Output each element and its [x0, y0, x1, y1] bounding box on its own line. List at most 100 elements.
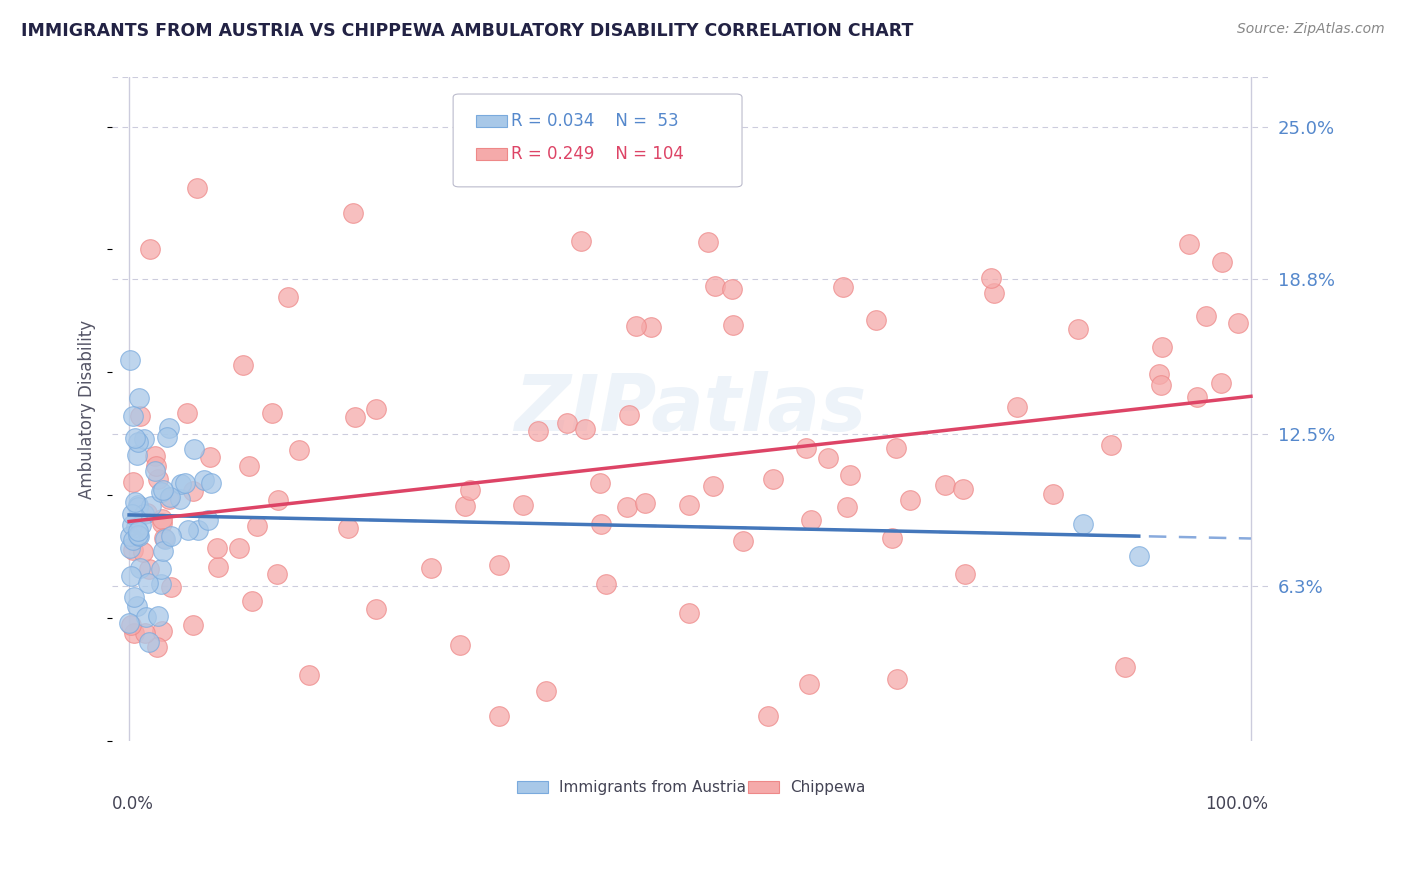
Point [127, 524, 149, 538]
Point [205, 541, 228, 555]
Point [882, 531, 904, 545]
Point [342, 205, 364, 219]
Point [835, 500, 858, 514]
Point [160, 580, 183, 594]
Point [146, 608, 169, 623]
Point [145, 459, 167, 474]
Point [197, 513, 219, 527]
Point [124, 519, 146, 533]
Point [131, 545, 153, 559]
Point [287, 443, 309, 458]
Point [121, 533, 143, 548]
Point [817, 450, 839, 465]
Point [934, 478, 956, 492]
Point [343, 409, 366, 424]
Point [122, 409, 145, 424]
Point [183, 442, 205, 457]
Text: Source: ZipAtlas.com: Source: ZipAtlas.com [1237, 22, 1385, 37]
Point [366, 601, 388, 615]
Point [120, 541, 142, 555]
Point [1178, 237, 1201, 252]
Point [704, 279, 727, 293]
Point [153, 533, 176, 547]
Point [181, 618, 204, 632]
Point [832, 279, 855, 293]
Point [571, 234, 593, 248]
Point [527, 424, 550, 438]
Point [177, 523, 200, 537]
Point [1128, 549, 1150, 563]
Point [120, 618, 142, 632]
Point [143, 464, 166, 478]
Point [616, 500, 638, 515]
Point [980, 271, 1002, 285]
Point [762, 472, 785, 486]
Point [134, 507, 156, 521]
Point [1071, 516, 1094, 531]
Point [150, 516, 173, 530]
Text: 0.0%: 0.0% [112, 795, 155, 813]
Point [139, 499, 162, 513]
Point [160, 529, 183, 543]
Point [120, 569, 142, 583]
Point [152, 531, 174, 545]
Point [865, 313, 887, 327]
Point [1226, 317, 1249, 331]
Point [298, 668, 321, 682]
Point [1209, 376, 1232, 391]
Point [132, 432, 155, 446]
Point [589, 475, 612, 490]
Point [127, 448, 149, 462]
Point [150, 577, 173, 591]
Text: ZIPatlas: ZIPatlas [513, 371, 866, 447]
Point [118, 615, 141, 630]
Point [193, 473, 215, 487]
Point [589, 517, 612, 532]
Point [238, 458, 260, 473]
Point [800, 513, 823, 527]
FancyBboxPatch shape [453, 94, 742, 186]
Point [624, 319, 647, 334]
Point [127, 498, 149, 512]
Point [512, 498, 534, 512]
Point [449, 638, 471, 652]
Point [136, 576, 159, 591]
Point [157, 491, 180, 506]
Point [1211, 254, 1233, 268]
Point [169, 491, 191, 506]
Point [145, 640, 167, 655]
Point [555, 417, 578, 431]
Point [127, 434, 149, 449]
Text: IMMIGRANTS FROM AUSTRIA VS CHIPPEWA AMBULATORY DISABILITY CORRELATION CHART: IMMIGRANTS FROM AUSTRIA VS CHIPPEWA AMBU… [21, 22, 914, 40]
Point [174, 475, 197, 490]
Point [619, 409, 641, 423]
Point [152, 544, 174, 558]
Point [122, 626, 145, 640]
Point [721, 318, 744, 332]
Point [150, 562, 173, 576]
Point [1067, 322, 1090, 336]
Point [122, 542, 145, 557]
Point [176, 406, 198, 420]
Point [1150, 377, 1173, 392]
Point [246, 518, 269, 533]
Point [146, 472, 169, 486]
Point [488, 709, 510, 723]
Point [143, 449, 166, 463]
FancyBboxPatch shape [748, 781, 779, 793]
Text: Chippewa: Chippewa [790, 780, 866, 795]
Point [337, 520, 360, 534]
Point [232, 358, 254, 372]
Point [721, 282, 744, 296]
Point [1007, 400, 1029, 414]
Point [534, 684, 557, 698]
Point [187, 523, 209, 537]
Point [134, 625, 156, 640]
Text: 100.0%: 100.0% [1205, 795, 1268, 813]
Point [135, 506, 157, 520]
Point [128, 560, 150, 574]
Point [886, 672, 908, 686]
FancyBboxPatch shape [477, 114, 508, 127]
Point [150, 512, 173, 526]
Point [128, 529, 150, 543]
